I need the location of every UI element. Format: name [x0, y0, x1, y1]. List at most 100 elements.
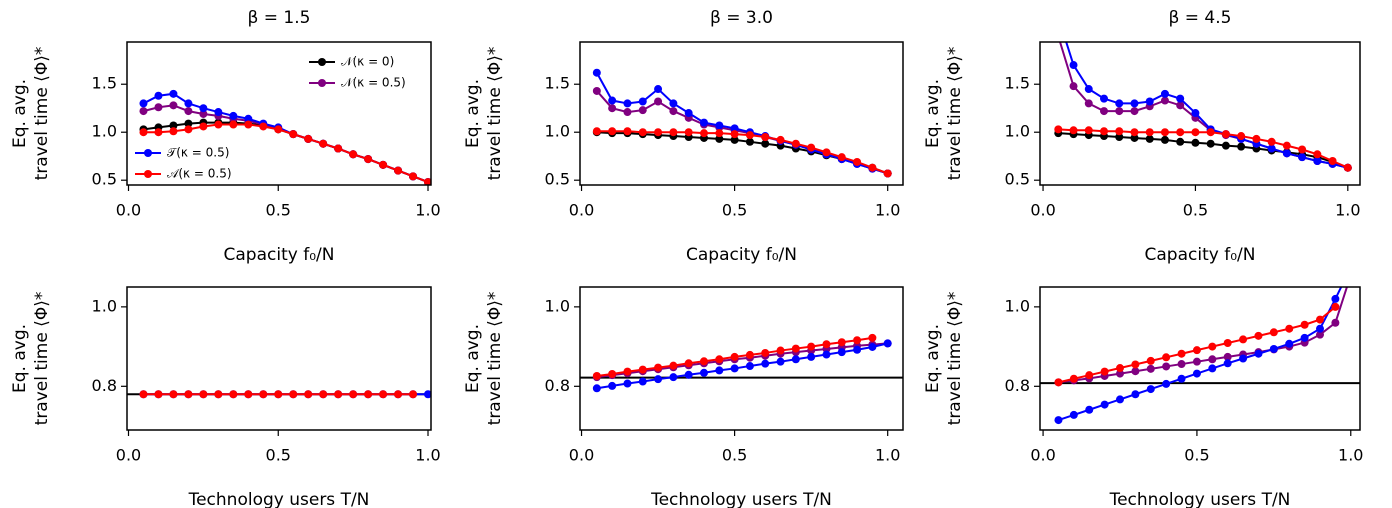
series-marker — [1347, 263, 1355, 271]
series-marker — [1146, 385, 1155, 394]
series-marker — [654, 363, 663, 372]
series-marker — [853, 345, 862, 354]
series-marker — [669, 361, 678, 370]
y-tick-label: 1.0 — [92, 122, 117, 141]
series-marker — [184, 390, 193, 399]
series-marker — [807, 143, 816, 152]
series-marker — [1298, 153, 1307, 162]
series-marker — [654, 97, 663, 106]
x-axis-label: Technology users T/N — [650, 490, 832, 508]
series-marker — [1331, 318, 1340, 327]
series-marker — [807, 352, 816, 361]
plot-area — [592, 68, 892, 178]
x-tick-label: 0.5 — [266, 201, 291, 220]
series-marker — [699, 357, 708, 366]
series-marker — [761, 139, 770, 148]
y-axis-label: travel time ⟨Φ⟩* — [945, 47, 965, 181]
series-marker — [1069, 82, 1078, 91]
series-marker — [394, 166, 403, 175]
series-marker — [1145, 97, 1154, 106]
series-marker — [776, 346, 785, 355]
series-marker — [715, 129, 724, 138]
series-marker — [791, 344, 800, 353]
series-marker — [791, 355, 800, 364]
panel: β = 4.5 Capacity f₀/N Eq. avg. travel time … — [923, 8, 1361, 265]
series-marker — [654, 375, 663, 384]
series-marker — [776, 357, 785, 366]
x-tick-label: 0.5 — [1183, 201, 1208, 220]
x-tick-label: 1.0 — [1338, 446, 1363, 465]
series-marker — [654, 85, 663, 94]
series-marker — [1116, 364, 1124, 373]
series-marker — [1085, 405, 1094, 414]
series-marker — [684, 359, 693, 368]
series-marker — [592, 384, 601, 393]
series-marker — [139, 99, 148, 108]
series-marker — [244, 120, 253, 129]
series-marker — [1160, 96, 1169, 105]
series-marker — [1069, 61, 1078, 70]
y-axis-label: travel time ⟨Φ⟩* — [32, 47, 52, 181]
series-marker — [761, 348, 770, 357]
series-marker — [1054, 416, 1063, 425]
series-marker — [730, 352, 739, 361]
series-marker — [1084, 99, 1093, 108]
series-marker — [608, 381, 617, 390]
series-marker — [1208, 364, 1217, 373]
series-marker — [184, 99, 193, 108]
x-tick-label: 0.5 — [266, 446, 291, 465]
series-marker — [608, 96, 617, 105]
x-axis-label: Technology users T/N — [188, 490, 370, 508]
series-marker — [319, 139, 328, 148]
plot-area — [580, 333, 903, 393]
series-marker — [1237, 132, 1246, 141]
series-marker — [730, 364, 739, 373]
legend-marker — [318, 79, 326, 87]
series-marker — [1316, 324, 1324, 333]
series-marker — [1131, 367, 1140, 376]
series-marker — [1054, 13, 1062, 21]
series-marker — [1300, 333, 1309, 342]
series-marker — [822, 148, 831, 157]
series-marker — [214, 108, 223, 117]
series-marker — [1146, 356, 1155, 365]
series-marker — [1282, 141, 1291, 150]
series-marker — [715, 121, 724, 130]
series-marker — [289, 130, 298, 139]
series-marker — [1331, 302, 1340, 311]
x-tick-label: 0.0 — [569, 446, 594, 465]
x-tick-label: 1.0 — [415, 446, 440, 465]
series-marker — [169, 121, 178, 130]
panel: Technology users T/N Eq. avg. travel time … — [10, 286, 441, 508]
y-axis-label: travel time ⟨Φ⟩* — [485, 47, 505, 181]
series-marker — [699, 129, 708, 138]
y-axis-label: Eq. avg. — [923, 79, 943, 148]
series-marker — [1130, 128, 1139, 137]
series-marker — [853, 157, 862, 166]
series-marker — [669, 107, 678, 116]
series-marker — [169, 390, 178, 399]
series-marker — [1223, 352, 1232, 361]
series-marker — [1316, 330, 1324, 339]
series-marker — [1237, 142, 1246, 151]
series-marker — [1160, 135, 1169, 144]
series-marker — [1069, 126, 1078, 135]
series-marker — [1054, 32, 1062, 40]
series-marker — [1162, 353, 1171, 362]
series-marker — [229, 390, 238, 399]
series-marker — [199, 122, 208, 131]
series-marker — [244, 390, 253, 399]
x-axis-label: Capacity f₀/N — [1145, 245, 1256, 265]
series-marker — [1115, 127, 1124, 136]
x-tick-label: 0.0 — [1030, 201, 1055, 220]
series-marker — [1285, 339, 1294, 348]
series-marker — [699, 118, 708, 127]
series-marker — [761, 359, 770, 368]
x-axis-label: Capacity f₀/N — [686, 245, 797, 265]
series-marker — [184, 119, 193, 128]
legend-label: 𝒩(κ = 0.5) — [341, 76, 406, 90]
x-tick-label: 1.0 — [415, 201, 440, 220]
series-marker — [761, 133, 770, 142]
series-marker — [1145, 128, 1154, 137]
series-marker — [1347, 271, 1355, 279]
